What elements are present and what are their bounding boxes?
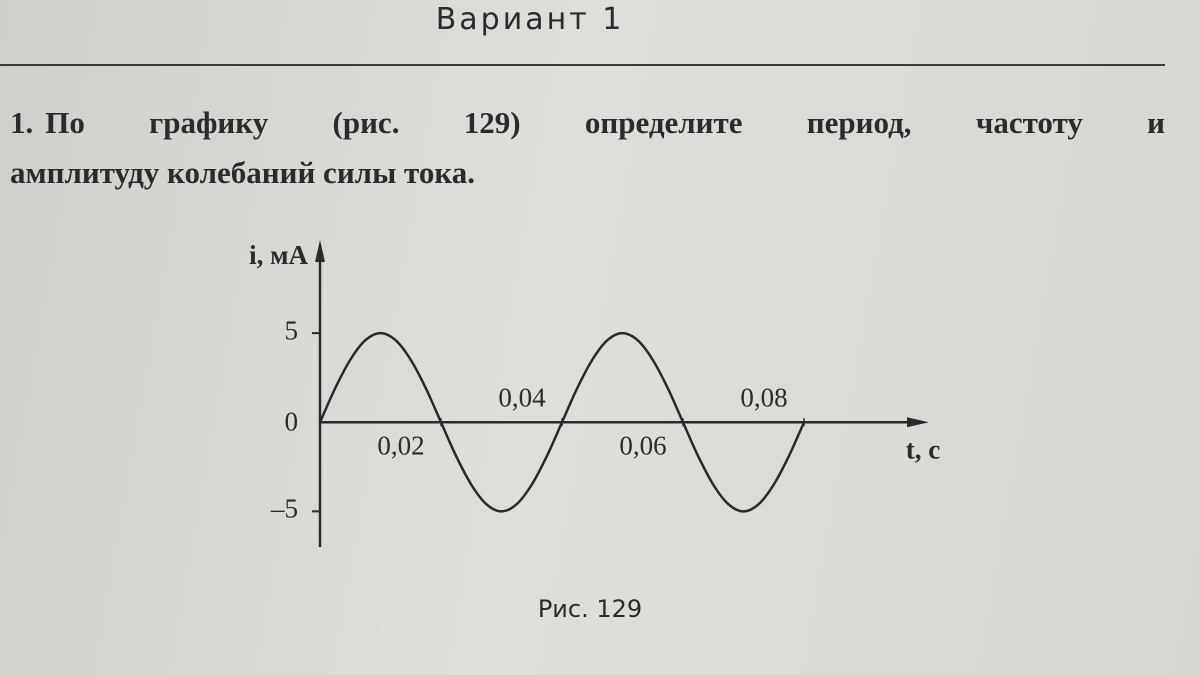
y-axis-label: i, мА [249, 240, 308, 270]
header-title: Вариант 1 [435, 2, 625, 37]
header-rule [0, 64, 1165, 66]
x-tick-label: 0,04 [498, 382, 546, 412]
problem-line: 1. По графику (рис. 129) определите перио… [10, 98, 1165, 148]
x-tick-label: 0,02 [377, 430, 424, 460]
y-tick-label: 5 [285, 315, 299, 345]
y-tick-label: –5 [270, 494, 298, 524]
x-axis-arrow [907, 417, 929, 428]
problem-line: амплитуду колебаний силы тока. [10, 155, 475, 190]
origin-label: 0 [285, 406, 299, 436]
x-tick-label: 0,08 [740, 382, 787, 412]
figure-caption: Рис. 129 [538, 595, 642, 623]
problem-text: По графику (рис. 129) определите период,… [45, 105, 1165, 140]
problem: 1. По графику (рис. 129) определите перио… [10, 98, 1165, 198]
x-tick-label: 0,06 [619, 430, 666, 460]
x-axis-label: t, с [906, 434, 940, 464]
problem-number: 1. [10, 105, 34, 140]
current-curve [318, 331, 806, 513]
y-axis-arrow [315, 240, 325, 262]
